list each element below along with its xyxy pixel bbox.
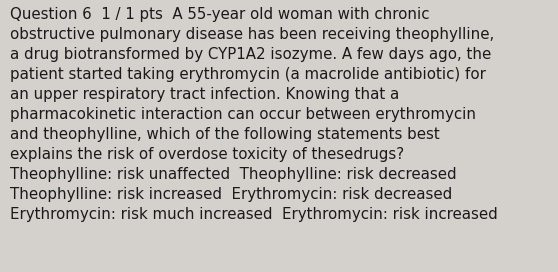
Text: Question 6  1 / 1 pts  A 55-year old woman with chronic
obstructive pulmonary di: Question 6 1 / 1 pts A 55-year old woman… [10,7,498,222]
